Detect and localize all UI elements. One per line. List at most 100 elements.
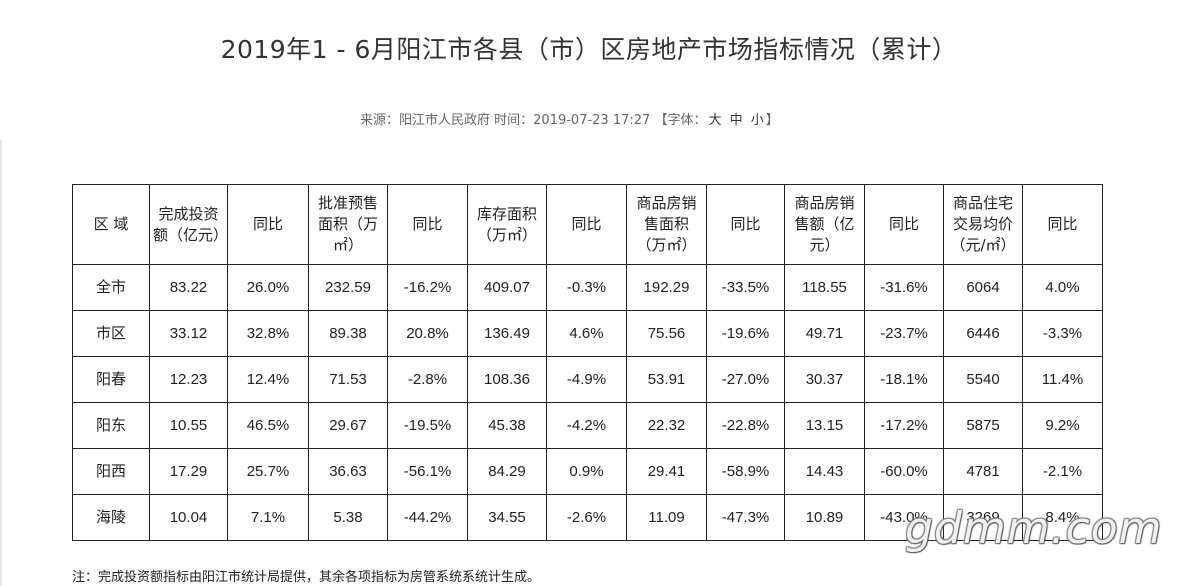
table-row: 市区 33.12 32.8% 89.38 20.8% 136.49 4.6% 75.56 -19… xyxy=(72,310,1103,357)
table-row: 全市 83.22 26.0% 232.59 -16.2% 409.07 -0.3% 192.2… xyxy=(72,264,1103,311)
region-cell: 阳春 xyxy=(72,356,150,403)
value-cell: 30.37 xyxy=(784,356,865,403)
value-cell: -23.7% xyxy=(864,310,944,357)
table-header-row: 区 域完成投资额（亿元） 同比 批准预售面积（万㎡） 同比 库存面积（万㎡） 同比 商品房销… xyxy=(72,184,1103,265)
column-header: 同比 xyxy=(227,184,309,265)
font-size-prefix: 【字体： xyxy=(654,113,707,128)
value-cell: 8.4% xyxy=(1022,494,1103,541)
article-meta: 来源：阳江市人民政府 时间：2019-07-23 17:27 【字体：大 中 小… xyxy=(360,109,779,128)
watermark-logo: gdmm.com xyxy=(905,503,1163,554)
value-cell: 53.91 xyxy=(626,356,707,403)
value-cell: -47.3% xyxy=(706,494,785,541)
value-cell: 26.0% xyxy=(227,264,309,311)
value-cell: 118.55 xyxy=(784,264,865,311)
value-cell: 25.7% xyxy=(227,448,309,495)
value-cell: 83.22 xyxy=(149,264,228,311)
value-cell: 84.29 xyxy=(467,448,547,495)
value-cell: 3269 xyxy=(943,494,1023,541)
value-cell: -60.0% xyxy=(864,448,944,495)
value-cell: 5540 xyxy=(943,356,1023,403)
value-cell: 7.1% xyxy=(227,494,309,541)
value-cell: 46.5% xyxy=(227,402,309,449)
column-header: 同比 xyxy=(1022,184,1103,265)
value-cell: 12.23 xyxy=(149,356,228,403)
value-cell: 409.07 xyxy=(467,264,547,311)
value-cell: -2.8% xyxy=(387,356,468,403)
value-cell: 232.59 xyxy=(308,264,388,311)
value-cell: 49.71 xyxy=(784,310,865,357)
column-header: 区 域 xyxy=(72,184,150,265)
time-label: 时间：2019-07-23 17:27 xyxy=(494,113,651,128)
value-cell: -31.6% xyxy=(864,264,944,311)
value-cell: 75.56 xyxy=(626,310,707,357)
font-size-small-link[interactable]: 小 xyxy=(750,113,764,128)
article-title: 2019年1 - 6月阳江市各县（市）区房地产市场指标情况（累计） xyxy=(220,35,958,64)
region-cell: 海陵 xyxy=(72,494,150,541)
value-cell: 12.4% xyxy=(227,356,309,403)
value-cell: 10.55 xyxy=(149,402,228,449)
value-cell: -19.5% xyxy=(387,402,468,449)
value-cell: -27.0% xyxy=(706,356,785,403)
column-header: 批准预售面积（万㎡） xyxy=(308,184,388,265)
value-cell: 136.49 xyxy=(467,310,547,357)
region-cell: 市区 xyxy=(72,310,150,357)
value-cell: 32.8% xyxy=(227,310,309,357)
footnote: 注：完成投资额指标由阳江市统计局提供，其余各项指标为房管系统系统计生成。 xyxy=(72,570,541,585)
value-cell: 4.6% xyxy=(546,310,627,357)
value-cell: -43.0% xyxy=(864,494,944,541)
column-header: 同比 xyxy=(546,184,627,265)
column-header: 完成投资额（亿元） xyxy=(149,184,228,265)
value-cell: 36.63 xyxy=(308,448,388,495)
value-cell: -4.9% xyxy=(546,356,627,403)
value-cell: 71.53 xyxy=(308,356,388,403)
table-row: 阳东 10.55 46.5% 29.67 -19.5% 45.38 -4.2% 22.32 -2… xyxy=(72,402,1103,449)
value-cell: 10.89 xyxy=(784,494,865,541)
value-cell: 29.67 xyxy=(308,402,388,449)
value-cell: 14.43 xyxy=(784,448,865,495)
region-cell: 阳西 xyxy=(72,448,150,495)
value-cell: 11.09 xyxy=(626,494,707,541)
column-header: 商品房销售面积（万㎡） xyxy=(626,184,707,265)
column-header: 商品房销售额（亿元） xyxy=(784,184,865,265)
value-cell: 9.2% xyxy=(1022,402,1103,449)
table-row: 海陵 10.04 7.1% 5.38 -44.2% 34.55 -2.6% 11.09 -47.… xyxy=(72,494,1103,541)
value-cell: 5875 xyxy=(943,402,1023,449)
region-cell: 阳东 xyxy=(72,402,150,449)
value-cell: 4781 xyxy=(943,448,1023,495)
value-cell: 34.55 xyxy=(467,494,547,541)
value-cell: -22.8% xyxy=(706,402,785,449)
value-cell: -18.1% xyxy=(864,356,944,403)
column-header: 同比 xyxy=(387,184,468,265)
value-cell: -58.9% xyxy=(706,448,785,495)
table-row: 阳西 17.29 25.7% 36.63 -56.1% 84.29 0.9% 29.41 -58… xyxy=(72,448,1103,495)
value-cell: 4.0% xyxy=(1022,264,1103,311)
value-cell: 22.32 xyxy=(626,402,707,449)
value-cell: 0.9% xyxy=(546,448,627,495)
value-cell: -19.6% xyxy=(706,310,785,357)
value-cell: 192.29 xyxy=(626,264,707,311)
value-cell: 20.8% xyxy=(387,310,468,357)
column-header: 同比 xyxy=(706,184,785,265)
value-cell: -2.6% xyxy=(546,494,627,541)
font-size-large-link[interactable]: 大 xyxy=(708,113,722,128)
value-cell: 10.04 xyxy=(149,494,228,541)
table-row: 阳春 12.23 12.4% 71.53 -2.8% 108.36 -4.9% 53.91 -2… xyxy=(72,356,1103,403)
value-cell: -44.2% xyxy=(387,494,468,541)
value-cell: 13.15 xyxy=(784,402,865,449)
value-cell: 45.38 xyxy=(467,402,547,449)
value-cell: -2.1% xyxy=(1022,448,1103,495)
value-cell: -56.1% xyxy=(387,448,468,495)
value-cell: -17.2% xyxy=(864,402,944,449)
table-body: 全市 83.22 26.0% 232.59 -16.2% 409.07 -0.3% 192.2… xyxy=(72,264,1103,541)
value-cell: 6064 xyxy=(943,264,1023,311)
font-size-medium-link[interactable]: 中 xyxy=(729,113,743,128)
value-cell: -4.2% xyxy=(546,402,627,449)
source-label: 来源：阳江市人民政府 xyxy=(360,113,491,128)
value-cell: -16.2% xyxy=(387,264,468,311)
real-estate-indicator-table: 区 域完成投资额（亿元） 同比 批准预售面积（万㎡） 同比 库存面积（万㎡） 同比 商品房销… xyxy=(72,184,1103,541)
value-cell: 29.41 xyxy=(626,448,707,495)
value-cell: 5.38 xyxy=(308,494,388,541)
value-cell: 89.38 xyxy=(308,310,388,357)
column-header: 库存面积（万㎡） xyxy=(467,184,547,265)
value-cell: -33.5% xyxy=(706,264,785,311)
